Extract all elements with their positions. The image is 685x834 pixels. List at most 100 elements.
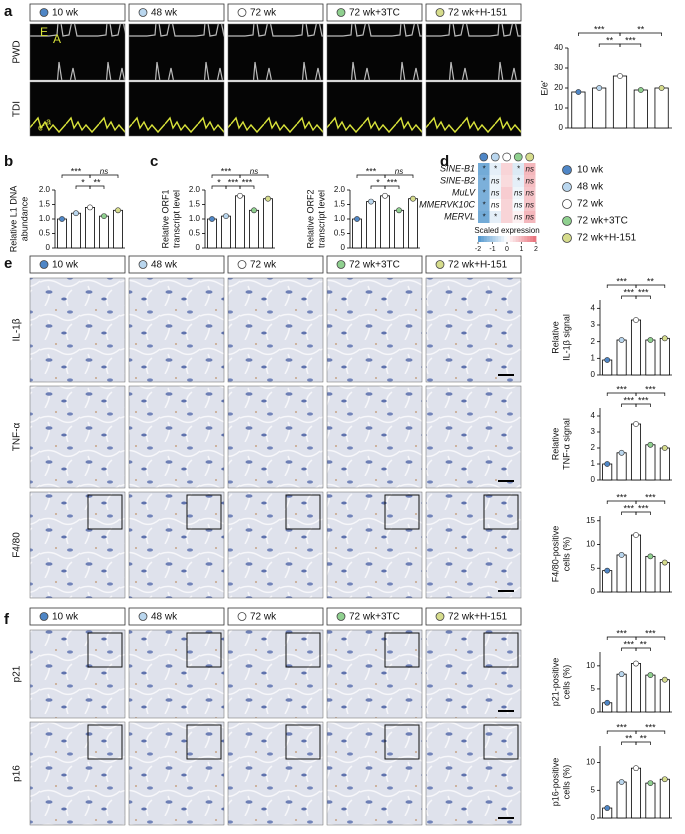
- y-tick-label: 4: [591, 303, 596, 312]
- y-tick-label: 0: [559, 123, 564, 132]
- bar: [207, 218, 217, 249]
- group-box: [227, 255, 324, 274]
- bar: [659, 447, 670, 481]
- sig-bracket: [239, 185, 255, 189]
- bar: [630, 534, 642, 593]
- sig-label: ***: [228, 177, 239, 187]
- bar-point: [604, 699, 611, 706]
- colorbar-segment: [507, 236, 511, 242]
- row-label: MERVL: [444, 211, 475, 221]
- group-label: 72 wk+H-151: [448, 260, 508, 271]
- bar: [352, 218, 362, 249]
- group-box: [29, 3, 126, 22]
- bar: [645, 674, 656, 713]
- group-label: 72 wk+H-151: [448, 8, 508, 19]
- bar: [366, 201, 376, 249]
- sig-label: ns: [395, 167, 403, 176]
- cell-label: ns: [526, 177, 534, 186]
- heat-cell: [512, 175, 524, 187]
- y-tick-label: 1.5: [189, 200, 201, 209]
- image-panel: [128, 277, 225, 383]
- group-box: [326, 255, 423, 274]
- bar: [630, 663, 642, 713]
- sig-bracket: [635, 511, 651, 515]
- group-dot: [138, 8, 148, 17]
- bar-point: [265, 195, 271, 202]
- y-tick-label: 1.0: [189, 214, 201, 223]
- image-panel: [128, 491, 225, 599]
- image-panel: [425, 721, 522, 826]
- image-panel: [128, 721, 225, 826]
- sig-bracket: [384, 174, 414, 178]
- column-dot: [502, 152, 512, 162]
- sig-label: ***: [624, 395, 635, 405]
- column-dot: [525, 152, 535, 162]
- group-dot: [336, 8, 346, 17]
- colorbar-segment: [512, 236, 517, 242]
- bar-point: [637, 87, 644, 93]
- group-label: 72 wk: [250, 8, 277, 19]
- panel-letter: f: [4, 611, 10, 628]
- bar: [645, 339, 656, 376]
- echo-label: a: [46, 116, 51, 126]
- heat-cell: [489, 175, 501, 187]
- sig-label: *: [217, 177, 221, 187]
- sig-label: ***: [616, 628, 627, 638]
- y-tick-label: 0: [341, 243, 346, 252]
- inset-box: [384, 632, 420, 668]
- y-tick-label: 1.5: [39, 200, 51, 209]
- cell-label: ns: [491, 201, 499, 210]
- row-label: F4/80: [12, 532, 23, 558]
- heat-cell: [478, 175, 490, 187]
- y-axis-label: TNF-α signal: [561, 418, 571, 470]
- group-dot: [435, 260, 445, 269]
- bar: [57, 218, 67, 249]
- legend-dot: [562, 182, 572, 192]
- legend-label: 10 wk: [577, 165, 604, 176]
- y-tick-label: 0: [591, 475, 596, 484]
- cell-label: ns: [514, 189, 522, 198]
- y-tick-label: 1: [591, 353, 596, 362]
- image-panel: [29, 721, 126, 826]
- sig-label: ***: [616, 276, 627, 286]
- y-axis-label: p16-positive: [550, 758, 560, 807]
- y-tick-label: 0: [591, 587, 596, 596]
- bar-point: [647, 553, 654, 560]
- bar-point: [604, 461, 611, 467]
- image-panel: [326, 81, 423, 137]
- colorbar-segment: [492, 236, 496, 242]
- inset-box: [186, 724, 222, 760]
- sig-bracket: [635, 741, 651, 745]
- y-axis-label: Relative: [550, 428, 560, 461]
- heat-cell: [478, 163, 490, 175]
- y-axis-label: transcript level: [171, 190, 181, 248]
- group-box: [227, 3, 324, 22]
- bar-point: [618, 449, 625, 456]
- colorbar-segment: [483, 236, 488, 242]
- bar: [85, 206, 95, 249]
- y-tick-label: 10: [586, 758, 595, 767]
- bar-point: [354, 216, 360, 222]
- heat-cell: [501, 175, 513, 187]
- group-dot: [39, 8, 49, 17]
- inset-box: [87, 494, 123, 530]
- bar: [630, 767, 642, 819]
- bar: [616, 452, 627, 481]
- bar-point: [661, 335, 668, 342]
- bar-point: [661, 445, 668, 451]
- bar: [408, 198, 418, 249]
- image-panel: [425, 81, 522, 137]
- colorbar-segment: [501, 236, 505, 242]
- heat-cell: [501, 163, 513, 175]
- heat-cell: [512, 211, 524, 223]
- sig-label: ***: [616, 492, 627, 502]
- sig-bracket: [635, 284, 666, 288]
- colorbar-segment: [527, 236, 531, 242]
- sig-label: ns: [250, 167, 258, 176]
- row-label: p21: [12, 665, 23, 682]
- sig-label: ***: [645, 384, 656, 394]
- image-panel: [29, 629, 126, 719]
- y-tick-label: 2: [591, 443, 596, 452]
- y-tick-label: 30: [554, 63, 563, 72]
